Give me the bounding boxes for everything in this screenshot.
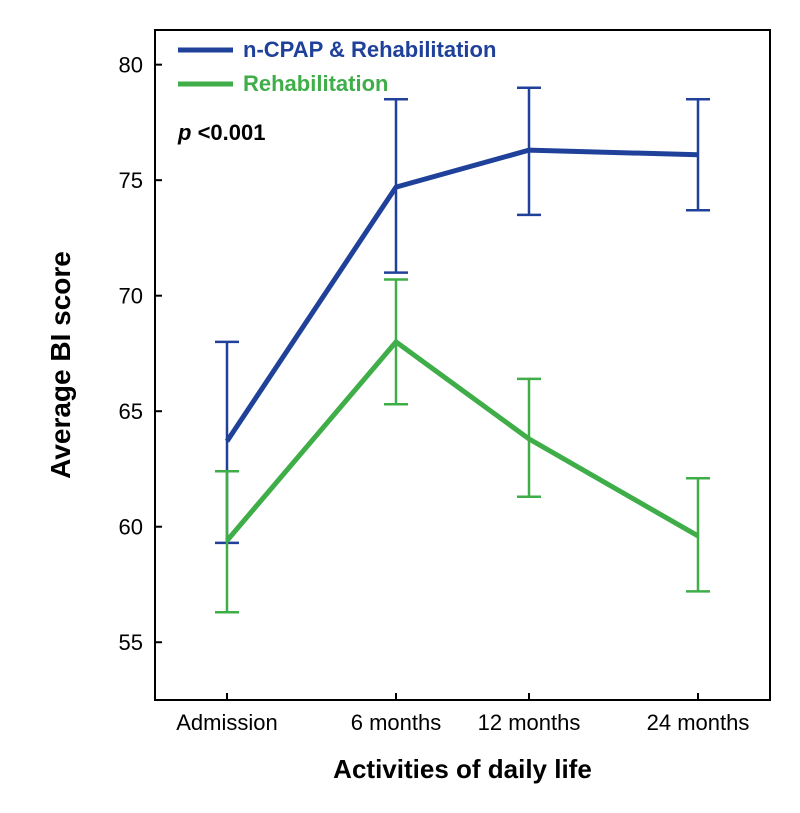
legend-label: n-CPAP & Rehabilitation [243,37,496,62]
x-tick-label: Admission [176,710,277,735]
y-tick-label: 60 [119,515,143,540]
chart-container: 55 60 65 70 75 80 Admission 6 months 12 months 24… [0,0,800,813]
y-tick-label: 80 [119,53,143,78]
x-axis-title: Activities of daily life [333,754,592,784]
line-chart: 55 60 65 70 75 80 Admission 6 months 12 months 24… [0,0,800,813]
x-tick-label: 12 months [478,710,581,735]
x-tick-label: 24 months [647,710,750,735]
legend-label: Rehabilitation [243,71,388,96]
x-tick-label: 6 months [351,710,442,735]
y-tick-label: 75 [119,168,143,193]
y-tick-label: 65 [119,399,143,424]
y-tick-label: 70 [119,284,143,309]
y-tick-label: 55 [119,630,143,655]
p-value-label: p <0.001 [177,120,265,145]
y-axis-title: Average BI score [45,251,76,479]
